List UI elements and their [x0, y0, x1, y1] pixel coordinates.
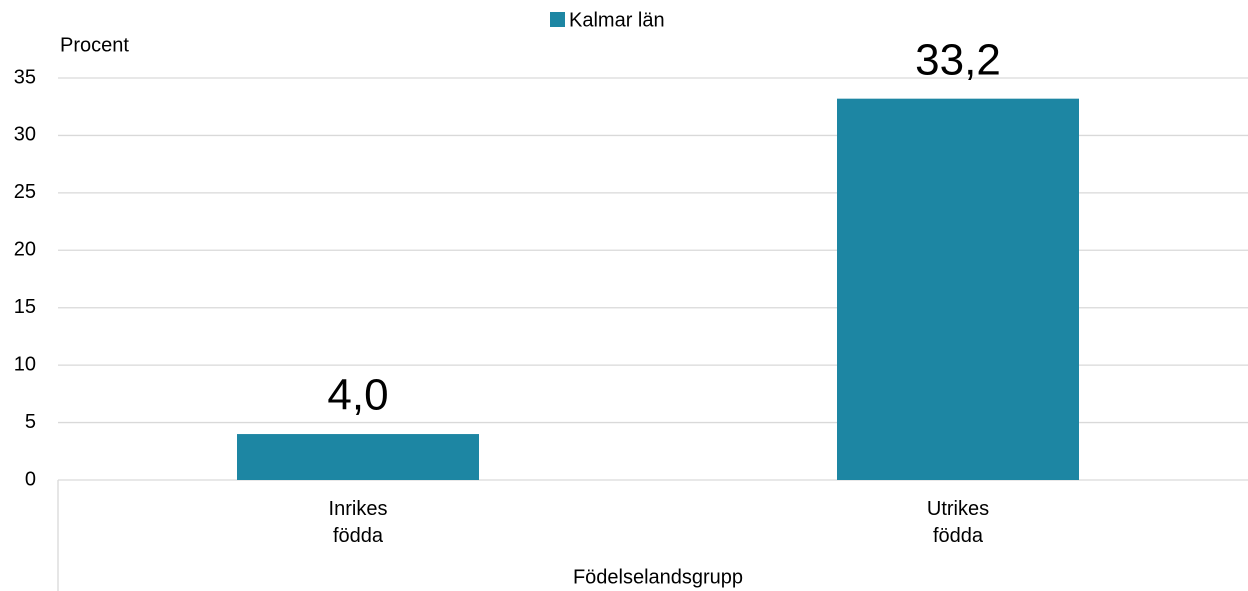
value-label: 4,0 — [327, 371, 388, 420]
x-axis-label: Födelselandsgrupp — [573, 566, 743, 588]
y-tick-label: 20 — [14, 239, 36, 261]
y-axis-label: Procent — [60, 34, 129, 56]
legend-swatch — [550, 12, 565, 27]
y-tick-label: 15 — [14, 296, 36, 318]
y-tick-label: 25 — [14, 181, 36, 203]
value-label: 33,2 — [915, 35, 1001, 84]
x-tick-label: Utrikes födda — [927, 498, 989, 547]
x-tick-label: Inrikes födda — [329, 498, 388, 547]
y-tick-label: 10 — [14, 353, 36, 375]
y-tick-label: 5 — [25, 411, 36, 433]
y-tick-label: 0 — [25, 468, 36, 490]
y-tick-label: 35 — [14, 66, 36, 88]
bar — [237, 434, 479, 480]
bar — [837, 98, 1079, 480]
y-tick-label: 30 — [14, 124, 36, 146]
legend-label: Kalmar län — [569, 9, 665, 31]
